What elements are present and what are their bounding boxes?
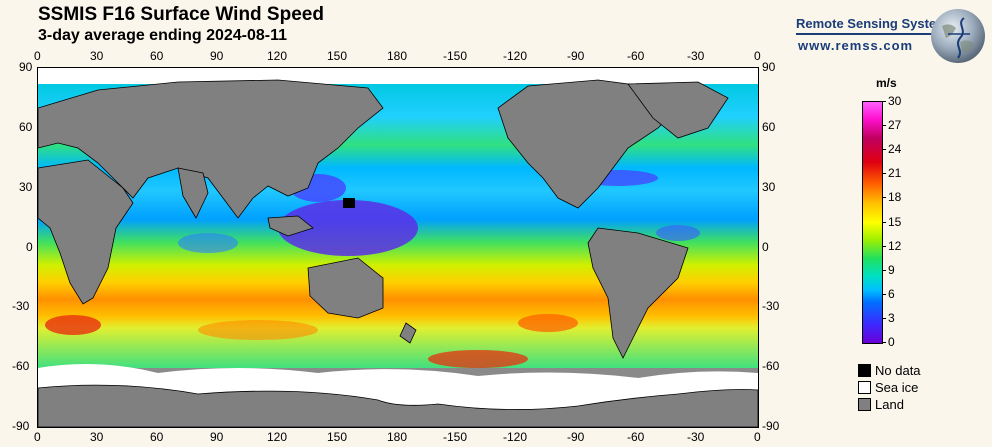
legend-label: No data bbox=[875, 363, 921, 378]
legend-label: Land bbox=[875, 397, 904, 412]
strong-wind-southern-indian bbox=[198, 320, 318, 340]
colorbar-tick-mark bbox=[882, 294, 886, 295]
colorbar-tick-label: 30 bbox=[888, 94, 902, 108]
colorbar-tick-label: 27 bbox=[888, 118, 902, 132]
colorbar-tick-mark bbox=[882, 125, 886, 126]
colorbar-tick-label: 0 bbox=[888, 335, 895, 349]
legend-label: Sea ice bbox=[875, 380, 919, 395]
lon-tick-top: 180 bbox=[387, 49, 408, 63]
lat-tick-left: 60 bbox=[19, 120, 33, 134]
colorbar-tick-mark bbox=[882, 270, 886, 271]
lon-tick-top: 120 bbox=[267, 49, 288, 63]
eurasia-land bbox=[38, 79, 384, 219]
calm-region-west-pacific bbox=[278, 200, 418, 256]
wind-speed-map bbox=[37, 67, 759, 428]
colorbar-tick-label: 3 bbox=[888, 311, 895, 325]
australia-land bbox=[307, 257, 384, 319]
colorbar-tick-mark bbox=[882, 101, 886, 102]
continents bbox=[38, 79, 729, 359]
lat-tick-right: -30 bbox=[762, 299, 780, 313]
lat-tick-left: 90 bbox=[19, 60, 33, 74]
colorbar-tick-mark bbox=[882, 197, 886, 198]
lon-tick-top: -90 bbox=[567, 49, 585, 63]
lat-tick-right: -60 bbox=[762, 359, 780, 373]
colorbar-tick-label: 9 bbox=[888, 263, 895, 277]
lon-tick-top: 0 bbox=[34, 49, 41, 63]
india-land bbox=[177, 167, 209, 219]
brand-name: Remote Sensing Systems bbox=[796, 16, 955, 31]
lat-tick-right: 30 bbox=[762, 180, 776, 194]
legend-swatch bbox=[858, 398, 871, 411]
colorbar-tick-label: 24 bbox=[888, 142, 902, 156]
colorbar-tick-mark bbox=[882, 222, 886, 223]
calm-region-gulf-of-guinea bbox=[656, 225, 700, 241]
lat-tick-left: 30 bbox=[19, 180, 33, 194]
colorbar-tick-mark bbox=[882, 173, 886, 174]
lon-tick-top: -30 bbox=[687, 49, 705, 63]
colorbar-tick-mark bbox=[882, 149, 886, 150]
lat-tick-left: 0 bbox=[26, 240, 33, 254]
antarctica-land bbox=[38, 384, 758, 427]
lat-tick-left: -90 bbox=[12, 419, 30, 433]
lon-tick-top: 60 bbox=[150, 49, 164, 63]
brand-divider bbox=[796, 33, 946, 35]
lon-tick-bottom: 90 bbox=[210, 430, 224, 444]
lon-tick-bottom: 60 bbox=[150, 430, 164, 444]
legend-swatch bbox=[858, 364, 871, 377]
lon-tick-top: -120 bbox=[503, 49, 528, 63]
lon-tick-bottom: -60 bbox=[627, 430, 645, 444]
map-title: SSMIS F16 Surface Wind Speed bbox=[38, 4, 324, 25]
colorbar-tick-label: 18 bbox=[888, 190, 902, 204]
lon-tick-bottom: 0 bbox=[34, 430, 41, 444]
colorbar-tick-label: 15 bbox=[888, 215, 902, 229]
colorbar-tick-label: 21 bbox=[888, 166, 902, 180]
lon-tick-top: -60 bbox=[627, 49, 645, 63]
greenland-land bbox=[627, 81, 729, 139]
calm-region-indian-ocean bbox=[178, 233, 238, 253]
lon-tick-bottom: -150 bbox=[443, 430, 468, 444]
map-subtitle: 3-day average ending 2024-08-11 bbox=[38, 27, 288, 44]
lon-tick-bottom: -30 bbox=[687, 430, 705, 444]
lat-tick-right: 90 bbox=[762, 60, 776, 74]
lon-tick-bottom: 150 bbox=[327, 430, 348, 444]
strong-wind-south-pacific bbox=[428, 350, 528, 368]
brand-url: www.remss.com bbox=[798, 38, 914, 53]
arctic-sea-ice bbox=[38, 68, 758, 84]
lon-tick-top: 30 bbox=[90, 49, 104, 63]
colorbar-tick-mark bbox=[882, 318, 886, 319]
lat-tick-left: -60 bbox=[12, 359, 30, 373]
lon-tick-top: 150 bbox=[327, 49, 348, 63]
colorbar-tick-mark bbox=[882, 246, 886, 247]
lat-tick-right: 0 bbox=[762, 240, 769, 254]
new-zealand-land bbox=[399, 322, 417, 344]
lon-tick-bottom: 180 bbox=[387, 430, 408, 444]
colorbar-tick-label: 12 bbox=[888, 239, 902, 253]
colorbar-tick-mark bbox=[882, 342, 886, 343]
colorbar-unit: m/s bbox=[876, 76, 897, 90]
indonesia-land bbox=[267, 215, 314, 237]
lon-tick-bottom: -90 bbox=[567, 430, 585, 444]
lon-tick-bottom: 30 bbox=[90, 430, 104, 444]
south-america-land bbox=[587, 227, 689, 359]
strong-wind-southeast-pacific bbox=[518, 314, 578, 332]
lat-tick-right: 60 bbox=[762, 120, 776, 134]
lon-tick-bottom: 120 bbox=[267, 430, 288, 444]
colorbar-tick-label: 6 bbox=[888, 287, 895, 301]
strong-wind-south-atlantic bbox=[45, 315, 101, 335]
lon-tick-bottom: -120 bbox=[503, 430, 528, 444]
globe-logo-icon bbox=[931, 9, 985, 63]
legend-swatch bbox=[858, 381, 871, 394]
lat-tick-left: -30 bbox=[12, 299, 30, 313]
lon-tick-top: 90 bbox=[210, 49, 224, 63]
map-canvas bbox=[38, 68, 758, 427]
lon-tick-top: -150 bbox=[443, 49, 468, 63]
colorbar bbox=[862, 101, 883, 344]
lon-tick-bottom: 0 bbox=[754, 430, 761, 444]
no-data-patch bbox=[343, 198, 355, 208]
lat-tick-right: -90 bbox=[762, 419, 780, 433]
lon-tick-top: 0 bbox=[754, 49, 761, 63]
